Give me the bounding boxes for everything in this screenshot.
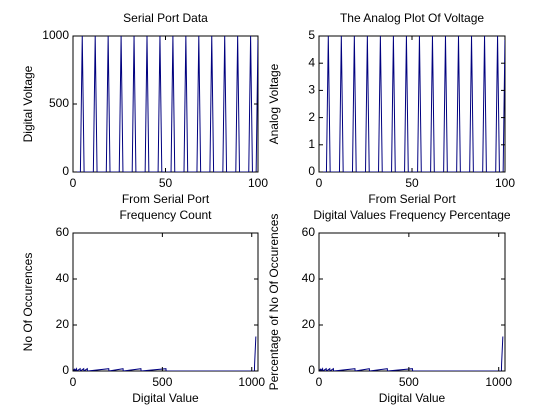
y-tick-label: 1 bbox=[308, 137, 315, 151]
axes-frame bbox=[318, 35, 506, 173]
axes-title: The Analog Plot Of Voltage bbox=[340, 11, 484, 25]
x-axis-label: Digital Value bbox=[379, 391, 446, 405]
y-tick-label: 0 bbox=[62, 363, 69, 377]
x-tick-label: 1000 bbox=[485, 375, 512, 389]
axes-frame bbox=[72, 35, 259, 173]
y-axis-label: Digital Voltage bbox=[21, 65, 35, 142]
x-tick-label: 500 bbox=[399, 375, 419, 389]
axes-title: Frequency Count bbox=[119, 208, 212, 222]
y-tick-label: 40 bbox=[302, 271, 316, 285]
y-tick-label: 3 bbox=[308, 83, 315, 97]
y-axis-label: Analog Voltage bbox=[267, 63, 281, 144]
y-tick-label: 0 bbox=[62, 164, 69, 178]
x-tick-label: 100 bbox=[495, 176, 515, 190]
x-tick-label: 0 bbox=[316, 375, 323, 389]
axes-frame bbox=[318, 232, 506, 372]
y-tick-label: 4 bbox=[308, 55, 315, 69]
x-tick-label: 1000 bbox=[238, 375, 265, 389]
y-tick-label: 1000 bbox=[42, 28, 69, 42]
data-line bbox=[319, 36, 505, 172]
y-tick-label: 40 bbox=[56, 271, 70, 285]
y-axis-label: No Of Occurences bbox=[21, 253, 35, 352]
x-tick-label: 100 bbox=[248, 176, 268, 190]
y-tick-label: 0 bbox=[308, 164, 315, 178]
y-tick-label: 60 bbox=[302, 225, 316, 239]
x-tick-label: 500 bbox=[152, 375, 172, 389]
y-tick-label: 5 bbox=[308, 28, 315, 42]
y-tick-label: 20 bbox=[56, 317, 70, 331]
data-line bbox=[73, 36, 258, 172]
data-line bbox=[73, 336, 257, 371]
axes-frame bbox=[72, 232, 259, 372]
x-tick-label: 0 bbox=[70, 375, 77, 389]
x-tick-label: 50 bbox=[159, 176, 173, 190]
x-tick-label: 0 bbox=[70, 176, 77, 190]
x-tick-label: 0 bbox=[316, 176, 323, 190]
x-tick-label: 50 bbox=[405, 176, 419, 190]
data-line bbox=[319, 336, 504, 371]
y-tick-label: 0 bbox=[308, 363, 315, 377]
axes-title: Digital Values Frequency Percentage bbox=[313, 208, 511, 222]
x-axis-label: Digital Value bbox=[132, 391, 199, 405]
x-axis-label: From Serial Port bbox=[122, 192, 210, 206]
x-axis-label: From Serial Port bbox=[368, 192, 456, 206]
y-tick-label: 60 bbox=[56, 225, 70, 239]
y-tick-label: 20 bbox=[302, 317, 316, 331]
y-tick-label: 500 bbox=[49, 96, 69, 110]
axes-title: Serial Port Data bbox=[123, 11, 208, 25]
y-axis-label: Percentage of No Of Occurences bbox=[267, 214, 281, 391]
y-tick-label: 2 bbox=[308, 110, 315, 124]
